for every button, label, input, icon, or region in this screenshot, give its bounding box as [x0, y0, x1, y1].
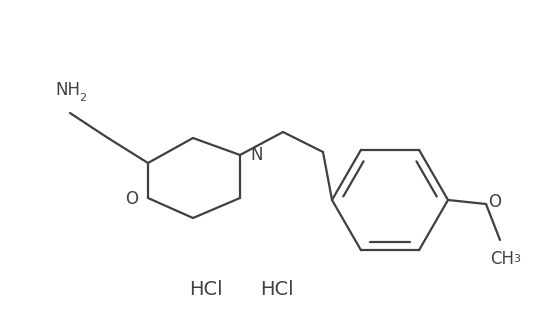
Text: O: O [125, 190, 138, 208]
Text: 3: 3 [513, 254, 520, 264]
Text: CH: CH [490, 250, 514, 268]
Text: HCl: HCl [189, 280, 223, 299]
Text: NH: NH [55, 81, 81, 99]
Text: O: O [488, 193, 501, 211]
Text: 2: 2 [80, 93, 87, 103]
Text: N: N [250, 146, 262, 164]
Text: HCl: HCl [260, 280, 294, 299]
